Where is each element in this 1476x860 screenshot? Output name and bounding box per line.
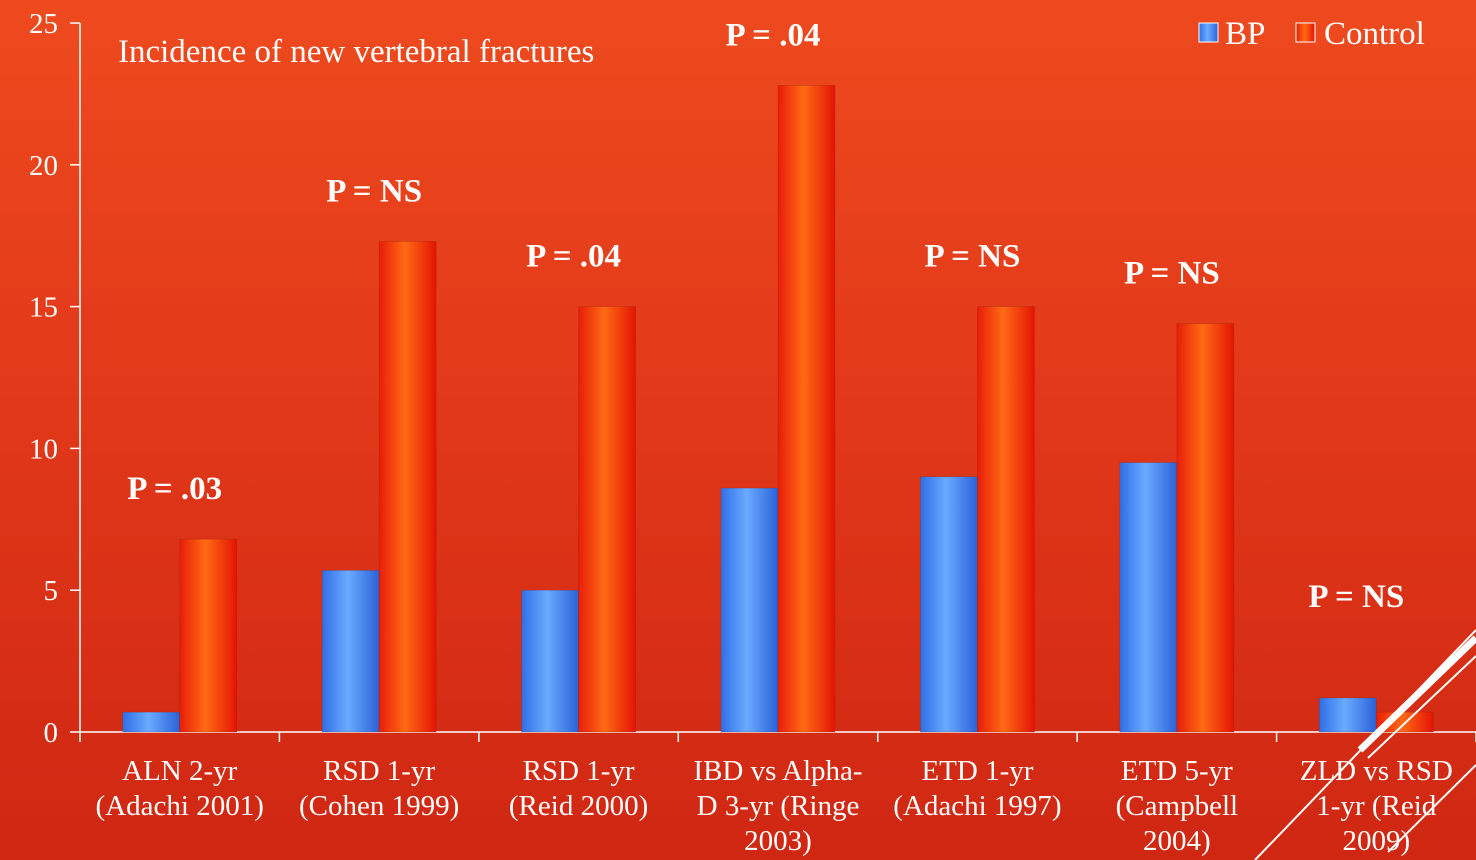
p-value-label: P = NS [925,239,1021,275]
p-value-label: P = NS [326,173,422,209]
y-tick-label: 10 [29,433,58,465]
bar-bp [521,589,579,733]
legend: BP Control [1198,16,1425,52]
y-tick-label: 5 [44,575,59,607]
y-tick-label: 20 [29,150,58,182]
x-category-label: ETD 1-yr (Adachi 1997) [893,755,1061,822]
bar-control [1176,323,1235,733]
bar-bp [920,476,978,733]
x-category-label: IBD vs Alpha-D 3-yr (Ringe 2003) [693,755,862,857]
x-category-label: ALN 2-yr (Adachi 2001) [96,755,264,822]
corner-decoration [1254,629,1476,860]
x-category-label: ZLD vs RSD 1-yr (Reid 2009) [1300,755,1453,857]
y-tick-label: 0 [44,717,59,749]
category-labels: ALN 2-yr (Adachi 2001) RSD 1-yr (Cohen 1999… [96,755,1453,857]
bars [122,85,1434,733]
legend-swatch-control [1295,22,1316,43]
p-value-label: P = .03 [127,471,222,507]
bar-control [578,306,636,733]
chart-title: Incidence of new vertebral fractures [118,34,594,70]
bar-bp [1119,462,1178,733]
legend-swatch-bp [1198,22,1219,43]
x-category-label: ETD 5-yr (Campbell 2004) [1116,755,1238,857]
bar-bp [1318,697,1377,733]
axes: 0 5 10 15 20 25 [29,8,1476,749]
bar-control [378,241,437,733]
bar-control [777,85,836,733]
p-value-label: P = .04 [726,17,821,53]
p-value-annotations: P = .03 P = NS P = .04 P = .04 P = NS P = NS P… [127,17,1404,615]
x-category-label: RSD 1-yr (Cohen 1999) [299,755,459,822]
legend-label-bp: BP [1225,16,1265,52]
bar-bp [720,487,779,733]
bar-bp [122,711,181,733]
p-value-label: P = .04 [526,239,621,275]
y-tick-label: 25 [29,8,58,40]
x-category-label: RSD 1-yr (Reid 2000) [509,755,648,822]
y-tick-label: 15 [29,292,58,324]
bar-control [179,538,238,733]
p-value-label: P = NS [1308,579,1404,615]
bar-control [977,306,1035,733]
bar-bp [321,570,380,733]
legend-label-control: Control [1324,16,1425,52]
p-value-label: P = NS [1124,256,1220,292]
